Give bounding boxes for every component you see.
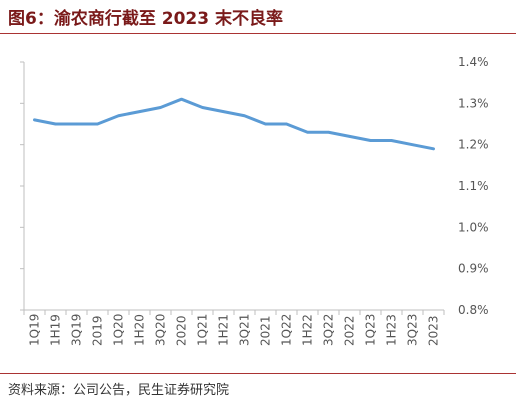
source-note: 资料来源：公司公告，民生证券研究院 <box>8 383 230 398</box>
x-tick-label: 3Q20 <box>154 314 168 346</box>
data-point <box>222 110 225 113</box>
x-tick-label: 1Q19 <box>28 314 42 346</box>
x-tick-label: 2021 <box>259 315 273 346</box>
x-tick-label: 1H20 <box>133 314 147 346</box>
x-tick-label: 3Q22 <box>322 314 336 346</box>
y-tick-label: 1.2% <box>458 138 489 152</box>
x-tick-label: 2022 <box>343 315 357 346</box>
x-tick-label: 2020 <box>175 315 189 346</box>
y-tick-label: 0.8% <box>458 303 489 317</box>
x-tick-label: 1H21 <box>217 314 231 346</box>
footer-divider <box>0 373 516 374</box>
plot-area: 0.8% 0.9% 1.0% 1.1% 1.2% 1.3% 1.4% 1Q19 1H19 3Q19… <box>20 55 489 346</box>
data-point <box>138 110 141 113</box>
x-tick-label: 1Q22 <box>280 314 294 346</box>
data-point <box>117 114 120 117</box>
data-point <box>327 131 330 134</box>
x-tick-label: 1Q20 <box>112 314 126 346</box>
x-tick-label: 2023 <box>427 315 441 346</box>
x-tick-label: 1Q23 <box>364 314 378 346</box>
x-tick-label: 3Q23 <box>406 314 420 346</box>
y-tick-label: 1.1% <box>458 179 489 193</box>
data-point <box>264 122 267 126</box>
data-point <box>306 131 309 134</box>
data-point <box>411 143 414 146</box>
x-tick-label: 3Q19 <box>70 314 84 346</box>
data-point <box>243 114 246 117</box>
x-tick-label: 1H22 <box>301 314 315 346</box>
data-point <box>432 147 435 150</box>
x-tick-label: 3Q21 <box>238 314 252 346</box>
data-point <box>159 106 162 109</box>
x-tick-label: 1H23 <box>385 314 399 346</box>
figure-title: 图6：渝农商行截至 2023 末不良率 <box>8 9 283 29</box>
data-point <box>201 106 204 109</box>
data-point <box>96 122 99 126</box>
line-chart: 0.8% 0.9% 1.0% 1.1% 1.2% 1.3% 1.4% 1Q19 1H19 3Q19… <box>20 55 489 346</box>
y-tick-label: 1.3% <box>458 96 489 110</box>
data-point <box>180 98 183 101</box>
series-line <box>33 97 435 151</box>
data-point <box>390 139 393 142</box>
y-tick-label: 1.0% <box>458 220 489 234</box>
title-divider <box>0 33 516 34</box>
data-point <box>348 135 351 138</box>
y-tick-label: 1.4% <box>458 55 489 69</box>
data-point <box>75 122 78 126</box>
x-tick-label: 1Q21 <box>196 314 210 346</box>
data-point <box>369 139 372 142</box>
x-tick-label: 2019 <box>91 315 105 346</box>
data-point <box>54 122 57 126</box>
y-tick-label: 0.9% <box>458 262 489 276</box>
data-point <box>33 118 36 122</box>
data-point <box>285 122 288 126</box>
x-tick-label: 1H19 <box>49 314 63 346</box>
